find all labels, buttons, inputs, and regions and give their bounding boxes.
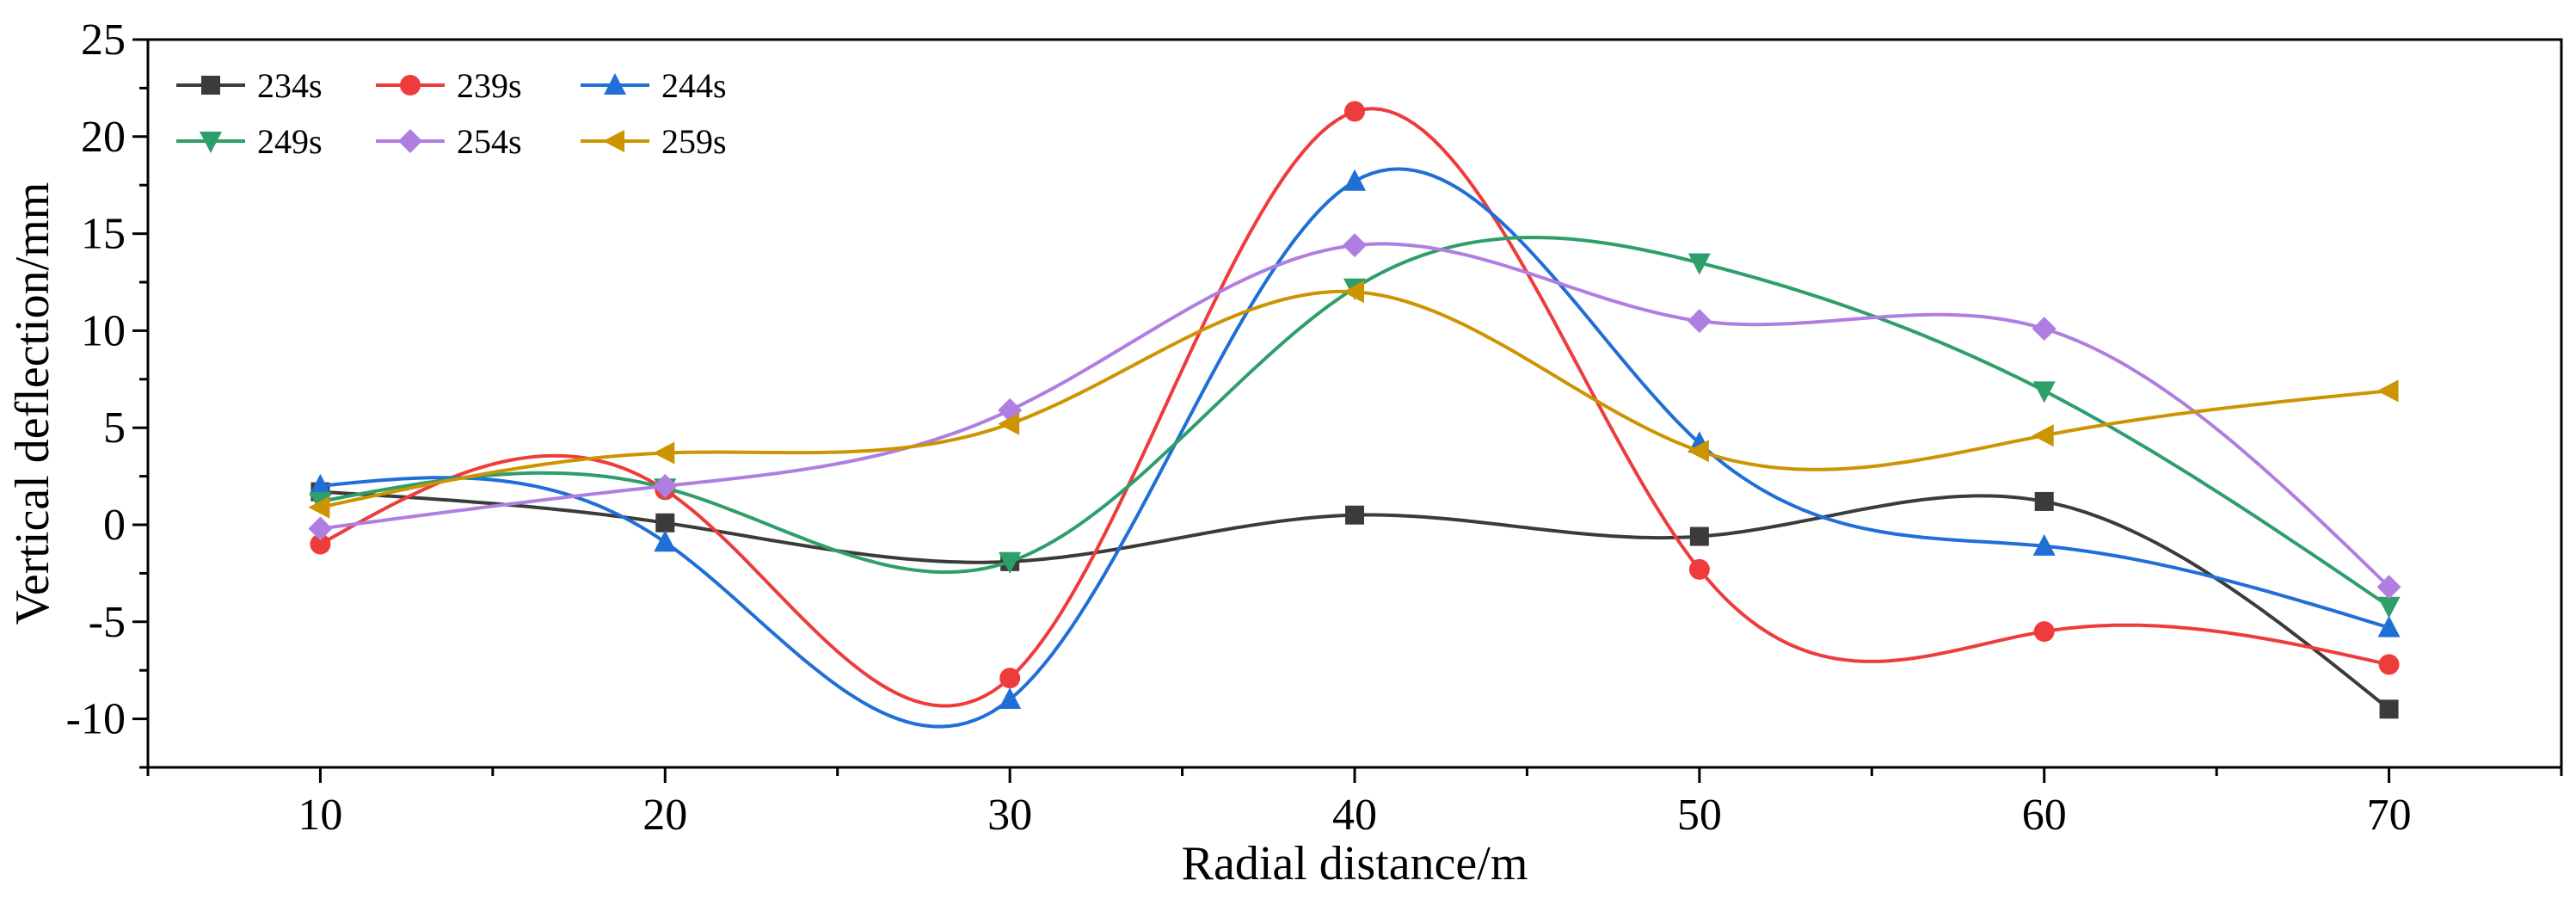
y-tick-label: -5 bbox=[89, 598, 126, 647]
data-point bbox=[2033, 621, 2055, 643]
data-point bbox=[1345, 505, 1364, 525]
data-point bbox=[1344, 101, 1365, 122]
data-point bbox=[2379, 699, 2399, 719]
data-point bbox=[653, 441, 675, 465]
data-point bbox=[2032, 381, 2056, 403]
legend-label: 249s bbox=[257, 122, 323, 161]
y-tick-label: 15 bbox=[81, 210, 126, 259]
data-point bbox=[1687, 309, 1712, 334]
legend-marker bbox=[398, 129, 422, 153]
x-tick-label: 70 bbox=[2367, 791, 2412, 840]
x-tick-label: 20 bbox=[642, 791, 687, 840]
x-tick-label: 50 bbox=[1677, 791, 1722, 840]
data-point bbox=[1343, 233, 1367, 258]
legend-marker bbox=[604, 73, 626, 95]
series-244s bbox=[309, 167, 2401, 729]
y-tick-label: -10 bbox=[66, 695, 126, 744]
axes-layer: 10 20 30 40 50 60 70 -10 -5 0 5 10 15 20 25 bbox=[66, 15, 2563, 840]
legend-marker bbox=[200, 132, 222, 153]
data-point bbox=[1688, 558, 1710, 580]
series-line bbox=[319, 289, 2389, 509]
data-point bbox=[2377, 615, 2401, 637]
series-254s bbox=[308, 233, 2401, 600]
legend-item-254s: 254s bbox=[376, 122, 522, 161]
data-point bbox=[654, 530, 677, 552]
x-axis-title: Radial distance/m bbox=[1182, 837, 1528, 890]
legend-marker bbox=[201, 76, 220, 95]
y-tick-label: 10 bbox=[81, 306, 126, 355]
series-259s bbox=[308, 280, 2399, 519]
legend-label: 234s bbox=[257, 66, 323, 105]
data-point bbox=[1687, 440, 1709, 463]
series-layer bbox=[308, 101, 2401, 729]
legend-marker bbox=[603, 130, 624, 152]
y-tick-label: 5 bbox=[103, 403, 126, 453]
data-point bbox=[655, 513, 675, 533]
legend-label: 254s bbox=[457, 122, 522, 161]
series-239s bbox=[310, 101, 2400, 708]
data-point bbox=[1343, 169, 1366, 191]
legend-item-249s: 249s bbox=[176, 122, 323, 161]
data-point bbox=[999, 551, 1022, 574]
x-tick-label: 40 bbox=[1332, 791, 1377, 840]
x-tick-label: 30 bbox=[987, 791, 1032, 840]
x-tick-label: 60 bbox=[2022, 791, 2067, 840]
data-point bbox=[1688, 253, 1711, 275]
data-point bbox=[2377, 596, 2401, 619]
data-point bbox=[2376, 379, 2399, 403]
series-234s bbox=[310, 482, 2399, 719]
legend-item-244s: 244s bbox=[581, 66, 727, 105]
legend-item-239s: 239s bbox=[376, 66, 522, 105]
data-point bbox=[2032, 317, 2056, 342]
x-tick-label: 10 bbox=[298, 791, 342, 840]
data-point bbox=[308, 496, 330, 519]
data-point bbox=[2034, 491, 2054, 511]
y-axis-title: Vertical deflection/mm bbox=[6, 182, 59, 625]
y-tick-label: 0 bbox=[103, 501, 126, 550]
data-point bbox=[310, 533, 331, 555]
legend-label: 259s bbox=[661, 122, 727, 161]
legend-label: 244s bbox=[661, 66, 727, 105]
data-point bbox=[2032, 533, 2056, 556]
data-point bbox=[999, 668, 1021, 689]
y-tick-label: 20 bbox=[81, 113, 126, 162]
data-point bbox=[309, 473, 332, 496]
data-point bbox=[2378, 654, 2400, 675]
data-point bbox=[2032, 424, 2054, 447]
data-point bbox=[1689, 526, 1709, 546]
legend-item-259s: 259s bbox=[581, 122, 727, 161]
data-point bbox=[1343, 280, 1364, 304]
legend-label: 239s bbox=[457, 66, 522, 105]
data-point bbox=[653, 473, 678, 498]
legend-marker bbox=[400, 75, 421, 95]
data-point bbox=[998, 412, 1020, 435]
legend-item-234s: 234s bbox=[176, 66, 323, 105]
data-point bbox=[2376, 575, 2401, 600]
legend: 234s 239s 244s 249s 254s 259s bbox=[176, 66, 727, 161]
data-point bbox=[308, 516, 333, 541]
y-tick-label: 25 bbox=[81, 15, 126, 65]
data-point bbox=[999, 687, 1022, 710]
